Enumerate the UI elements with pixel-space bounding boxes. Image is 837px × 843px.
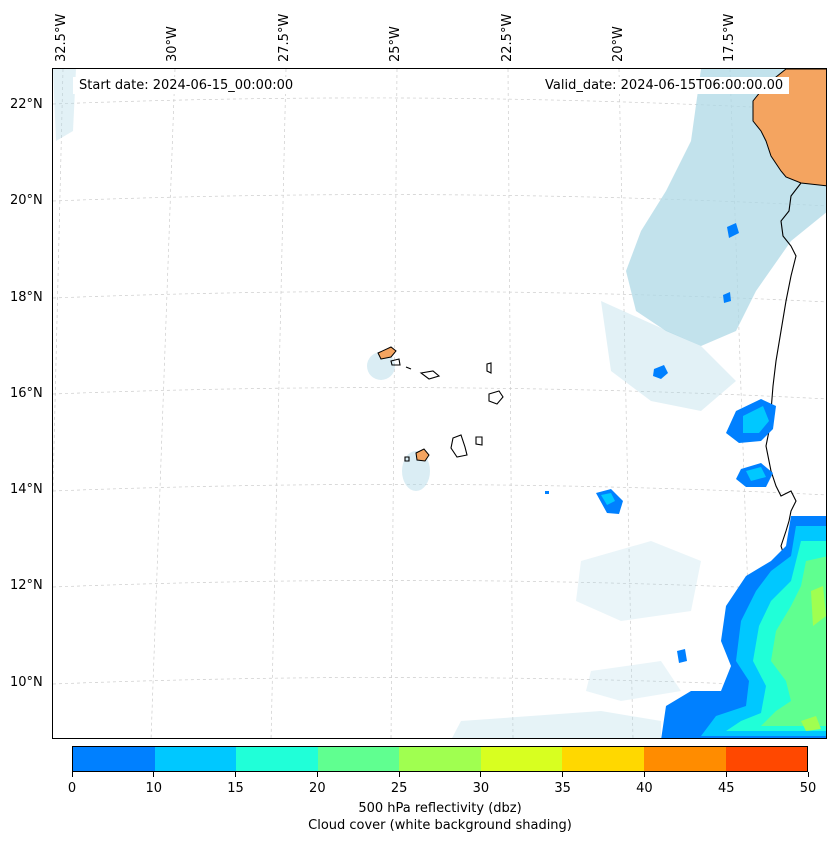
- reflectivity-cell-14-5n-inner: [746, 467, 766, 481]
- colorbar-segment: [73, 747, 155, 771]
- colorbar-tick: [316, 772, 318, 777]
- colorbar-tick-label: 20: [309, 781, 326, 796]
- colorbar-tick-label: 45: [717, 781, 735, 796]
- colorbar-tick: [562, 772, 564, 777]
- colorbar-segment: [154, 747, 237, 771]
- land-areas: [377, 69, 826, 462]
- colorbar-tick: [643, 772, 645, 777]
- colorbar-segment: [399, 747, 481, 771]
- lon-label-22-5w: 22.5°W: [500, 13, 515, 62]
- colorbar-segment: [562, 747, 644, 771]
- reflectivity-cell-16-5n: [653, 365, 668, 379]
- lat-label-22n: 22°N: [10, 97, 43, 112]
- lon-label-30w: 30°W: [165, 26, 180, 62]
- reflectivity-cell-se-20: [761, 556, 826, 726]
- colorbar-tick-label: 10: [145, 781, 163, 796]
- reflectivity-cell-19-5n: [727, 223, 739, 238]
- lon-label-25w: 25°W: [388, 26, 403, 62]
- colorbar-segment: [480, 747, 563, 771]
- colorbar-segment: [643, 747, 726, 771]
- colorbar-tick-label: 35: [554, 781, 571, 796]
- lat-label-20n: 20°N: [10, 193, 43, 208]
- reflectivity-colorbar: [72, 746, 808, 772]
- reflectivity-cell-18-5n: [723, 292, 731, 303]
- lon-label-27-5w: 27.5°W: [277, 13, 292, 62]
- reflectivity-cell-14n-inner: [601, 493, 615, 505]
- colorbar-tick: [153, 772, 155, 777]
- colorbar-tick-label: 40: [636, 781, 653, 796]
- colorbar-tick-label: 25: [390, 781, 408, 796]
- lon-label-32-5w: 32.5°W: [54, 13, 69, 62]
- start-date-label: Start date: 2024-06-15_00:00:00: [73, 77, 300, 94]
- cloud-cover-shading: [53, 69, 826, 738]
- reflectivity-contours: [545, 223, 826, 738]
- colorbar-tick: [807, 772, 809, 777]
- colorbar-tick-label: 50: [799, 781, 817, 796]
- colorbar-tick: [480, 772, 482, 777]
- lon-label-17-5w: 17.5°W: [722, 13, 737, 62]
- colorbar-segment: [725, 747, 808, 771]
- map-canvas: [53, 69, 826, 738]
- colorbar-tick-label: 30: [472, 781, 490, 796]
- colorbar-tick: [71, 772, 73, 777]
- colorbar-tick-label: 15: [227, 781, 244, 796]
- reflectivity-cell-se-25: [801, 586, 826, 731]
- lat-label-18n: 18°N: [10, 290, 43, 305]
- colorbar-label-cloud-cover: Cloud cover (white background shading): [308, 818, 572, 833]
- colorbar-tick: [235, 772, 237, 777]
- reflectivity-cell-small-13n: [545, 491, 549, 494]
- colorbar-tick: [398, 772, 400, 777]
- map-panel: [52, 68, 827, 739]
- lat-label-16n: 16°N: [10, 386, 43, 401]
- cape-verde-brava-fogo: [415, 448, 430, 462]
- lat-label-14n: 14°N: [10, 482, 43, 497]
- cape-verde-santo-antao: [377, 346, 397, 360]
- colorbar-segment: [236, 747, 318, 771]
- lon-label-20w: 20°W: [611, 26, 626, 62]
- colorbar-label-reflectivity: 500 hPa reflectivity (dbz): [358, 801, 522, 816]
- reflectivity-cell-10-5n: [677, 649, 687, 663]
- colorbar-segment: [317, 747, 400, 771]
- colorbar-tick: [725, 772, 727, 777]
- colorbar-tick-label: 0: [67, 781, 77, 796]
- lat-label-10n: 10°N: [10, 675, 43, 690]
- valid-date-label: Valid_date: 2024-06-15T06:00:00.00: [539, 77, 790, 94]
- reflectivity-cell-15-5n-inner: [743, 406, 769, 433]
- lat-label-12n: 12°N: [10, 578, 43, 593]
